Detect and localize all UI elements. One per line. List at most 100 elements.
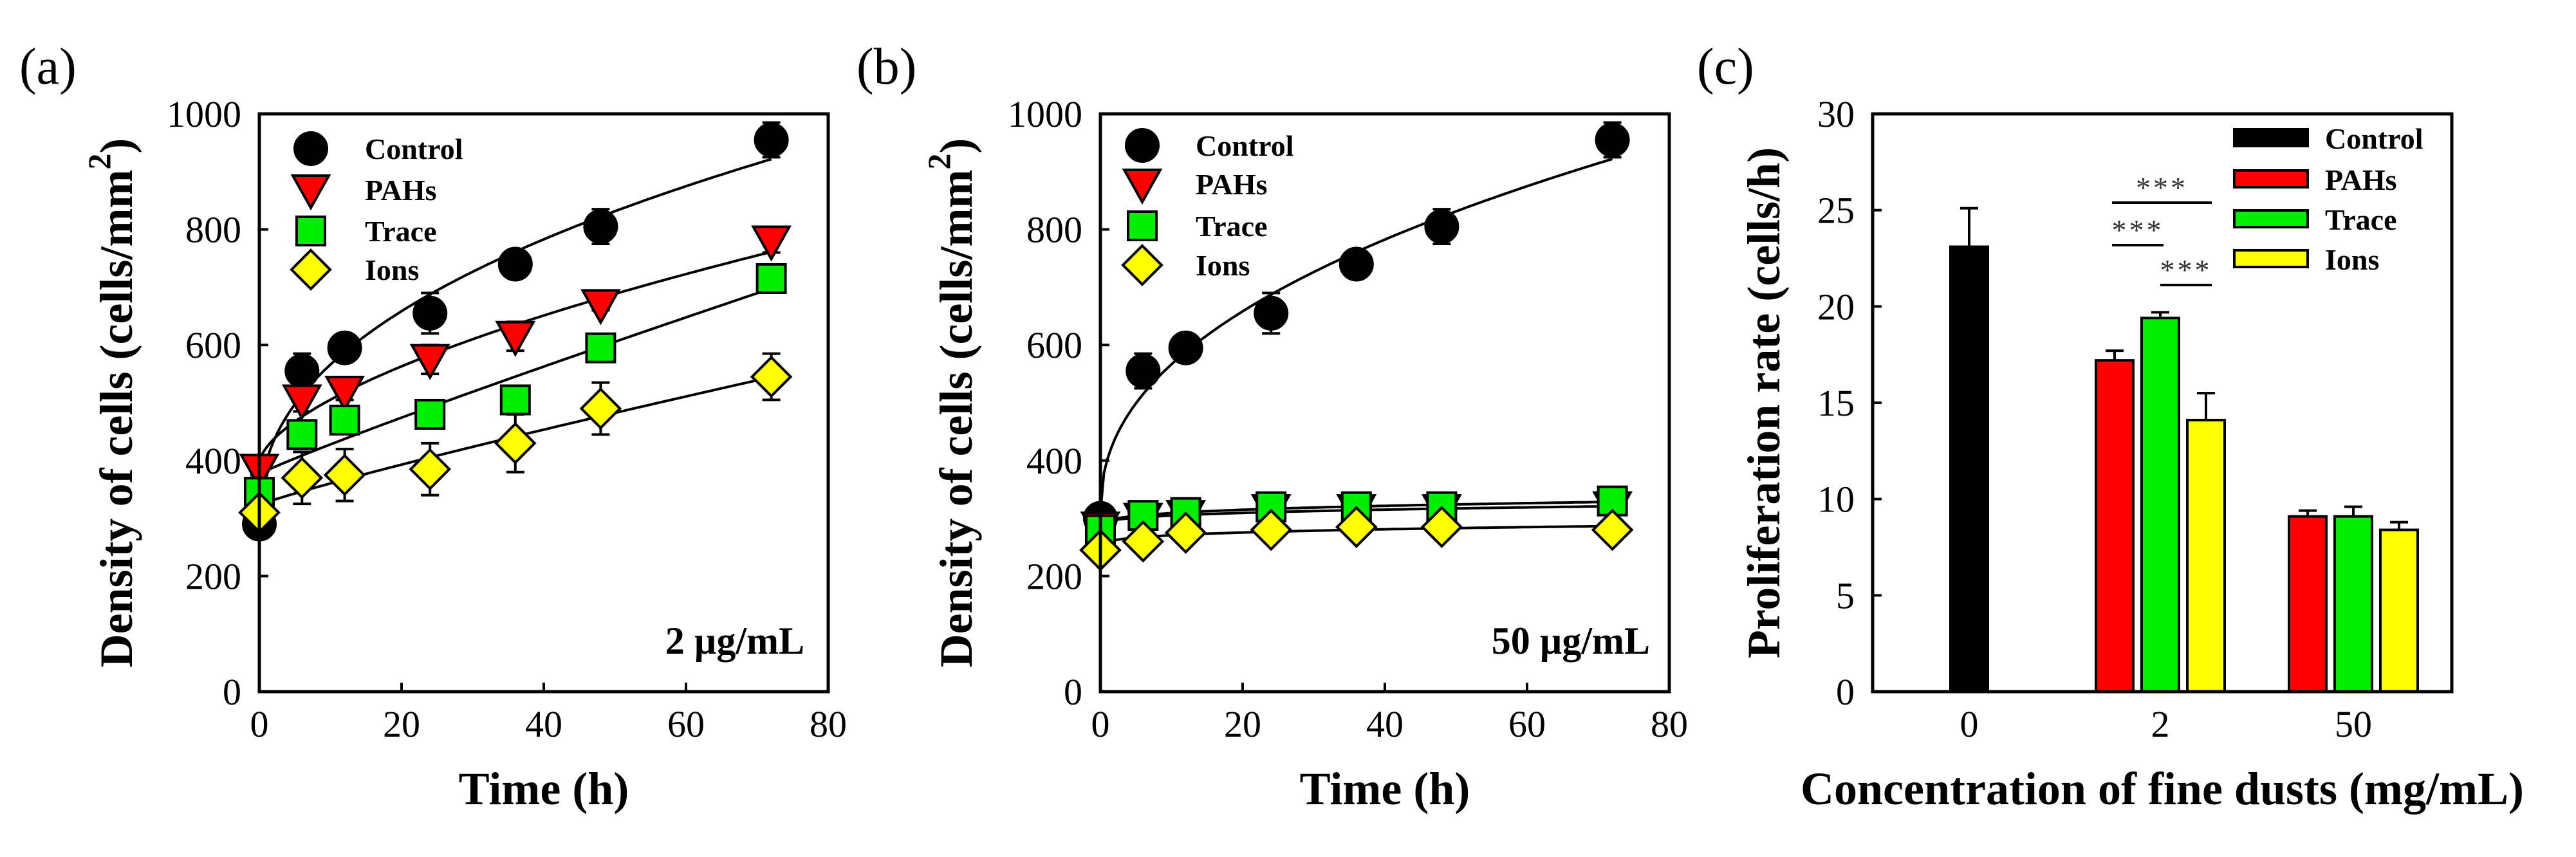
data-point: [327, 330, 362, 365]
legend-label: PAHs: [2325, 163, 2397, 196]
data-point: [281, 384, 322, 421]
concentration-annotation: 2 µg/mL: [665, 620, 804, 662]
data-point: [583, 209, 618, 244]
data-point: [494, 422, 537, 465]
data-point: [751, 225, 792, 262]
panel-label: (c): [1697, 39, 1754, 95]
legend: Control PAHs Trace Ions: [2233, 122, 2423, 276]
data-point: [1591, 508, 1634, 551]
data-point: [754, 122, 789, 158]
legend-label: PAHs: [365, 174, 437, 207]
x-axis-label: Time (h): [459, 763, 629, 815]
legend-label: Ions: [2325, 243, 2379, 276]
data-point: [1339, 246, 1374, 282]
x-tick-label: 0: [1960, 703, 1979, 745]
y-tick-label: 25: [1817, 190, 1855, 232]
error-bar: [2299, 509, 2317, 517]
y-tick-label: 0: [1064, 671, 1082, 713]
data-point: [1420, 506, 1463, 548]
y-axis-label-close: ): [931, 138, 982, 154]
bar-pahs-2: [2095, 359, 2135, 693]
data-point: [580, 289, 621, 326]
bar-ions-2: [2186, 418, 2226, 693]
series-control: [1083, 121, 1630, 536]
y-axis-label-close: ): [91, 138, 142, 154]
data-point: [499, 384, 531, 416]
data-point: [1164, 511, 1207, 554]
series-ions: [238, 352, 793, 534]
legend-label: PAHs: [1196, 168, 1268, 201]
legend-swatch-trace: [2233, 209, 2309, 228]
legend-marker-pahs: [290, 174, 331, 211]
y-tick-label: 600: [185, 324, 241, 366]
data-point: [1168, 330, 1203, 365]
data-point: [281, 456, 324, 499]
y-tick-label: 0: [223, 671, 241, 713]
bar-pahs-50: [2288, 515, 2328, 694]
legend-label: Ions: [1196, 249, 1250, 282]
series-ions: [1079, 506, 1634, 571]
data-point: [323, 454, 366, 497]
bar-trace-50: [2333, 515, 2373, 694]
x-tick-label: 40: [1366, 703, 1404, 745]
y-tick-label: 15: [1817, 382, 1855, 424]
data-point: [1126, 353, 1161, 389]
x-tick-label: 20: [1224, 703, 1261, 745]
y-axis-label: Density of cells (cells/mm2): [921, 138, 982, 668]
x-tick-label: 0: [250, 703, 269, 745]
y-tick-label: 400: [1026, 440, 1082, 482]
plot-frame: [257, 112, 830, 694]
x-tick-label: 80: [1651, 703, 1688, 745]
y-tick-label: 800: [185, 209, 241, 251]
data-point: [755, 263, 787, 294]
data-point: [286, 419, 318, 450]
series-trace: [244, 263, 787, 508]
x-tick-label: 50: [2335, 703, 2372, 745]
x-tick-label: 20: [383, 703, 420, 745]
y-axis-label-superscript: 2: [921, 154, 957, 170]
data-point: [324, 376, 366, 412]
data-point: [409, 344, 450, 380]
legend-marker-trace: [1127, 210, 1158, 241]
data-point: [579, 387, 622, 430]
y-tick-label: 20: [1817, 286, 1855, 327]
x-tick-label: 60: [1508, 703, 1546, 745]
y-tick-label: 800: [1026, 209, 1082, 251]
y-tick-label: 200: [185, 555, 241, 597]
legend-marker-control: [1125, 128, 1160, 163]
panel-label: (b): [857, 39, 916, 95]
data-point: [409, 448, 452, 491]
y-tick-label: 200: [1026, 555, 1082, 597]
error-bar: [2390, 521, 2408, 530]
bar-trace-2: [2140, 317, 2180, 693]
x-tick-label: 40: [525, 703, 562, 745]
legend-swatch-pahs: [2233, 169, 2309, 189]
error-bar: [2197, 392, 2215, 420]
data-point: [329, 404, 360, 436]
y-tick-label: 400: [185, 440, 241, 482]
legend-swatch-ions: [2233, 249, 2309, 268]
bar-control-0: [1949, 245, 1989, 694]
error-bar: [2151, 311, 2169, 318]
legend-swatch-control: [2233, 128, 2309, 147]
data-point: [750, 355, 793, 398]
data-point: [1595, 122, 1630, 158]
bar-ions-50: [2379, 528, 2419, 693]
legend-marker-ions: [290, 248, 332, 291]
y-axis-label-superscript: 2: [81, 154, 117, 170]
data-point: [495, 320, 536, 357]
significance-label: ***: [2136, 171, 2188, 204]
legend-label: Control: [1196, 129, 1294, 162]
y-tick-label: 1000: [167, 93, 241, 135]
y-axis-label: Proliferation rate (cells/h): [1738, 147, 1790, 658]
legend-label: Trace: [1196, 210, 1268, 243]
y-tick-label: 600: [1026, 324, 1082, 366]
data-point: [284, 353, 320, 389]
data-point: [412, 295, 448, 331]
legend: Control PAHs Trace Ions: [1121, 128, 1294, 286]
x-tick-label: 0: [1091, 703, 1110, 745]
legend-label: Trace: [2325, 203, 2397, 236]
significance-label: ***: [2112, 214, 2164, 246]
